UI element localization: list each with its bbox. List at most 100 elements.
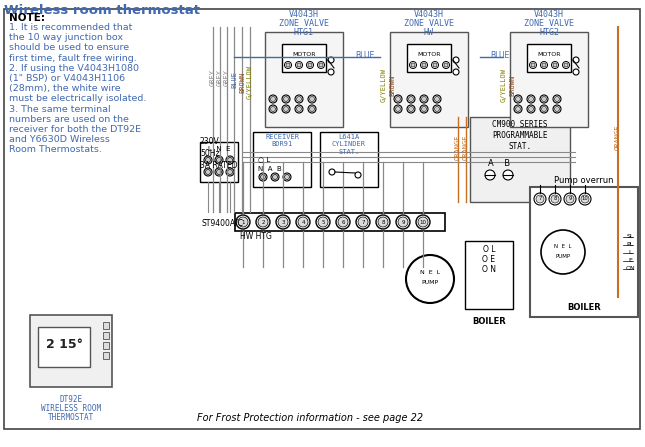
Circle shape (269, 95, 277, 103)
Bar (465, 241, 513, 309)
Text: must be electrically isolated.: must be electrically isolated. (9, 94, 146, 103)
Circle shape (308, 95, 316, 103)
Circle shape (310, 106, 315, 111)
Text: 8: 8 (553, 197, 557, 202)
Circle shape (217, 169, 221, 174)
Circle shape (396, 215, 410, 229)
Circle shape (435, 97, 439, 101)
Circle shape (555, 97, 559, 101)
Circle shape (553, 105, 561, 113)
Circle shape (408, 106, 413, 111)
Bar (282, 44, 326, 72)
Text: L: L (628, 250, 631, 256)
Circle shape (319, 63, 323, 67)
Circle shape (515, 106, 521, 111)
Circle shape (328, 57, 334, 63)
Circle shape (284, 174, 290, 180)
Text: L641A
CYLINDER
STAT.: L641A CYLINDER STAT. (332, 134, 366, 155)
Text: ZONE VALVE: ZONE VALVE (279, 19, 329, 28)
Circle shape (278, 217, 288, 227)
Circle shape (310, 97, 315, 101)
Circle shape (295, 62, 303, 68)
Text: ZONE VALVE: ZONE VALVE (524, 19, 574, 28)
Circle shape (308, 105, 316, 113)
Text: (1" BSP) or V4043H1106: (1" BSP) or V4043H1106 (9, 74, 125, 83)
Circle shape (398, 217, 408, 227)
Circle shape (541, 62, 548, 68)
Circle shape (282, 105, 290, 113)
Circle shape (317, 62, 324, 68)
Circle shape (515, 97, 521, 101)
Circle shape (284, 106, 288, 111)
Circle shape (272, 174, 277, 180)
Circle shape (581, 195, 589, 203)
Circle shape (564, 193, 576, 205)
Text: N  E  L: N E L (554, 245, 571, 249)
Circle shape (395, 97, 401, 101)
Text: first time, fault free wiring.: first time, fault free wiring. (9, 54, 137, 63)
Circle shape (534, 193, 546, 205)
Circle shape (215, 168, 223, 176)
Bar (320, 132, 378, 187)
Bar (103, 342, 109, 349)
Circle shape (442, 62, 450, 68)
Text: E: E (628, 258, 632, 263)
Circle shape (236, 215, 250, 229)
Text: numbers are used on the: numbers are used on the (9, 115, 129, 124)
Circle shape (407, 95, 415, 103)
Circle shape (573, 57, 579, 63)
Circle shape (573, 69, 579, 75)
Circle shape (204, 168, 212, 176)
Circle shape (433, 105, 441, 113)
Circle shape (206, 169, 210, 174)
Text: 230V
50Hz
3A RATED: 230V 50Hz 3A RATED (200, 137, 237, 169)
Circle shape (259, 173, 267, 181)
Text: O E: O E (482, 255, 495, 264)
Text: For Frost Protection information - see page 22: For Frost Protection information - see p… (197, 413, 423, 423)
Circle shape (542, 97, 546, 101)
Text: 9: 9 (401, 219, 405, 224)
Bar (253, 132, 311, 187)
Circle shape (394, 105, 402, 113)
Circle shape (395, 106, 401, 111)
Circle shape (297, 63, 301, 67)
Text: 9: 9 (568, 197, 571, 202)
Circle shape (536, 195, 544, 203)
Circle shape (418, 217, 428, 227)
Circle shape (432, 62, 439, 68)
Circle shape (527, 95, 535, 103)
Circle shape (270, 97, 275, 101)
Circle shape (226, 156, 234, 164)
Circle shape (376, 215, 390, 229)
Text: MOTOR: MOTOR (417, 51, 441, 56)
Circle shape (355, 172, 361, 178)
Circle shape (204, 156, 212, 164)
Text: V4043H: V4043H (289, 10, 319, 19)
Text: HTG2: HTG2 (539, 28, 559, 37)
Circle shape (540, 105, 548, 113)
Circle shape (283, 173, 291, 181)
Text: PUMP: PUMP (555, 254, 571, 260)
Circle shape (579, 193, 591, 205)
Text: N  A  B: N A B (258, 166, 282, 172)
Text: ST9400A/C: ST9400A/C (202, 219, 244, 228)
Text: ORANGE: ORANGE (615, 124, 621, 150)
Text: BROWN: BROWN (389, 74, 395, 96)
Text: V4043H: V4043H (414, 10, 444, 19)
Text: 8: 8 (381, 219, 385, 224)
Text: 5: 5 (321, 219, 324, 224)
Circle shape (228, 169, 232, 174)
Text: HW: HW (424, 28, 434, 37)
Text: 2: 2 (261, 219, 264, 224)
Bar (235, 213, 445, 231)
Text: WIRELESS ROOM: WIRELESS ROOM (41, 404, 101, 413)
Circle shape (435, 106, 439, 111)
Circle shape (542, 106, 546, 111)
Text: ZONE VALVE: ZONE VALVE (404, 19, 454, 28)
Circle shape (270, 106, 275, 111)
Circle shape (228, 157, 232, 163)
Circle shape (328, 69, 334, 75)
Circle shape (297, 106, 301, 111)
Text: CM900 SERIES
PROGRAMMABLE
STAT.: CM900 SERIES PROGRAMMABLE STAT. (492, 120, 548, 151)
Circle shape (282, 95, 290, 103)
